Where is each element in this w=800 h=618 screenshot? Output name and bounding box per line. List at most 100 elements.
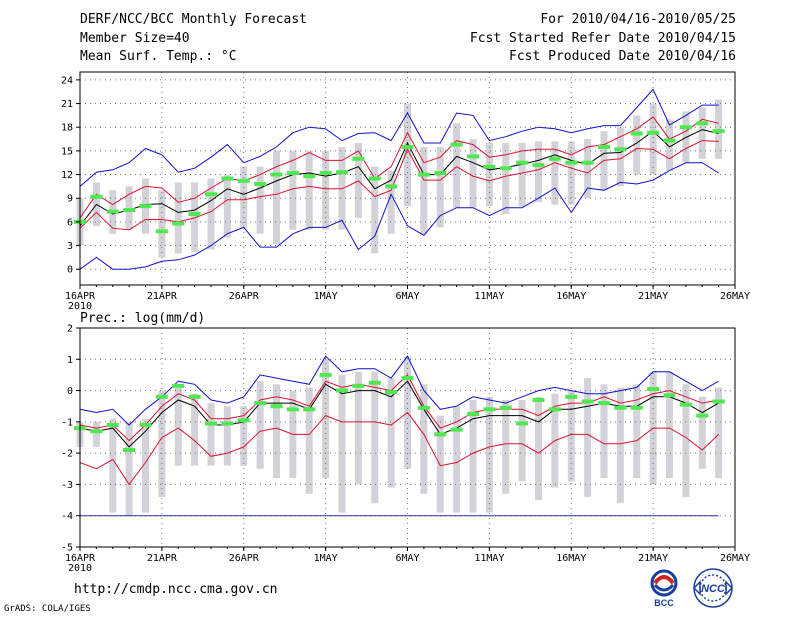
temp-series-max	[79, 88, 719, 187]
prec-range-bar	[633, 384, 641, 479]
prec-range-bar	[125, 421, 133, 516]
prec-observed-marker	[630, 405, 643, 410]
temp-observed-marker	[352, 156, 365, 161]
temp-range-bar	[420, 146, 428, 234]
prec-range-bar	[256, 381, 264, 469]
prec-observed-marker	[319, 372, 332, 377]
refer-date: Fcst Started Refer Date 2010/04/15	[469, 31, 736, 46]
prec-range-bar	[698, 396, 706, 469]
temp-observed-marker	[630, 131, 643, 136]
temp-xtick-label: 21MAY	[638, 291, 668, 302]
prec-series-max	[79, 355, 719, 426]
prec-observed-marker	[696, 413, 709, 418]
prec-range-bar	[420, 384, 428, 494]
temp-xtick-label: 1MAY	[314, 291, 338, 302]
prec-xtick-label: 16MAY	[556, 553, 586, 564]
temp-ytick-label: 3	[67, 241, 73, 252]
temp-xtick-label: 11MAY	[474, 291, 504, 302]
prec-observed-marker	[188, 394, 201, 399]
prec-range-bar	[567, 390, 575, 482]
prec-range-bar	[207, 403, 215, 466]
temp-xtick-label: 6MAY	[395, 291, 419, 302]
temp-observed-marker	[565, 160, 578, 165]
prec-xtick-label: 21MAY	[638, 553, 668, 564]
temp-observed-marker	[450, 142, 463, 147]
temp-observed-marker	[90, 194, 103, 199]
temp-range-bar	[584, 139, 592, 199]
temp-range-bar	[158, 190, 166, 258]
temp-observed-marker	[385, 184, 398, 189]
temp-range-bar	[453, 123, 461, 208]
temp-observed-marker	[286, 170, 299, 175]
temp-series-mean	[79, 129, 719, 227]
prec-ytick-label: 0	[67, 386, 73, 397]
temp-ytick-label: 9	[67, 194, 73, 205]
prec-observed-marker	[303, 407, 316, 412]
prec-observed-marker	[516, 421, 529, 426]
prec-range-bar	[191, 393, 199, 466]
prec-range-bar	[502, 399, 510, 494]
temp-range-bar	[616, 127, 624, 187]
prec-range-bar	[354, 371, 362, 485]
prec-xtick-label: 6MAY	[395, 553, 419, 564]
temp-observed-marker	[106, 209, 119, 214]
prec-ytick-label: 2	[67, 324, 73, 335]
prec-range-bar	[453, 406, 461, 513]
temp-observed-marker	[139, 204, 152, 209]
prec-observed-marker	[123, 448, 136, 453]
temp-range-bar	[436, 146, 444, 228]
prec-observed-marker	[155, 394, 168, 399]
prec-observed-marker	[352, 383, 365, 388]
temp-range-bar	[485, 143, 493, 207]
footer-url[interactable]: http://cmdp.ncc.cma.gov.cn	[74, 582, 278, 597]
prec-range-bar	[584, 378, 592, 497]
temp-range-bar	[518, 143, 526, 207]
prec-range-bar	[715, 387, 723, 479]
prec-xtick-label: 11MAY	[474, 553, 504, 564]
member-size: Member Size=40	[80, 31, 190, 46]
temp-xtick-label: 16MAY	[556, 291, 586, 302]
prec-range-bar	[338, 374, 346, 513]
temp-observed-marker	[155, 229, 168, 234]
temp-observed-marker	[319, 170, 332, 175]
temp-observed-marker	[188, 212, 201, 216]
prec-observed-marker	[679, 402, 692, 407]
prec-range-bar	[240, 406, 248, 466]
ncc-logo: NCC	[692, 568, 734, 608]
prec-observed-marker	[663, 393, 676, 398]
temp-observed-marker	[303, 174, 316, 179]
prec-range-bar	[223, 406, 231, 466]
prec-observed-marker	[336, 388, 348, 393]
temp-range-bar	[289, 150, 297, 230]
prec-range-bar	[371, 371, 379, 504]
temp-observed-marker	[368, 176, 381, 181]
temp-observed-marker	[679, 125, 692, 130]
prec-observed-marker	[286, 407, 299, 412]
temp-ytick-label: 12	[61, 170, 73, 181]
prec-range-bar	[273, 384, 280, 479]
temp-xtick-label: 16APR	[65, 291, 96, 302]
prec-observed-marker	[450, 427, 463, 432]
temp-range-bar	[649, 103, 657, 175]
temp-observed-marker	[712, 129, 725, 134]
prec-xtick-year: 2010	[68, 563, 92, 574]
forecast-period: For 2010/04/16-2010/05/25	[540, 12, 736, 27]
temp-ytick-label: 6	[67, 217, 73, 228]
prec-range-bar	[485, 396, 493, 513]
temp-observed-marker	[401, 144, 414, 149]
temp-series-upper	[79, 116, 719, 219]
temp-observed-marker	[254, 182, 267, 187]
temp-range-bar	[404, 103, 411, 207]
prec-observed-marker	[385, 390, 398, 395]
temp-observed-marker	[237, 178, 250, 183]
prec-range-bar	[387, 378, 395, 488]
svg-text:BCC: BCC	[654, 598, 674, 608]
prec-ytick-label: -4	[61, 511, 73, 522]
prec-observed-marker	[417, 405, 430, 410]
temp-range-bar	[633, 115, 641, 175]
prec-observed-marker	[499, 405, 512, 410]
prec-series-lower	[79, 411, 719, 486]
prec-range-bar	[600, 384, 608, 479]
